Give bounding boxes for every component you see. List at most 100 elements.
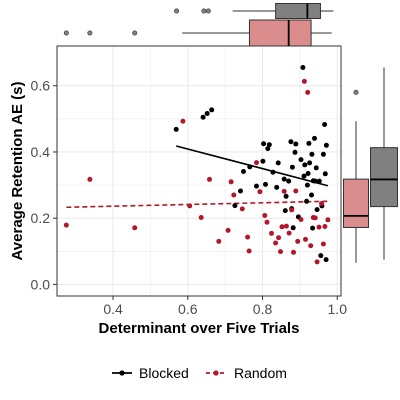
data-point-blocked: [200, 114, 206, 120]
data-point-blocked: [247, 164, 253, 170]
data-point-blocked: [312, 178, 318, 184]
data-point-random: [198, 215, 204, 220]
legend-label-random: Random: [234, 365, 287, 381]
outlier-random-x: [132, 30, 138, 36]
x-axis-title: Determinant over Five Trials: [99, 320, 300, 337]
outlier-random-y: [353, 89, 359, 95]
data-point-blocked: [282, 208, 288, 214]
data-point-blocked: [305, 171, 311, 176]
data-point-random: [262, 213, 268, 218]
data-point-blocked: [309, 192, 314, 198]
data-point-blocked: [289, 164, 295, 170]
legend-label-blocked: Blocked: [139, 365, 189, 381]
data-point-random: [254, 160, 259, 166]
legend: Blocked Random: [112, 365, 287, 381]
x-tick-label: 1.0: [328, 301, 348, 317]
data-point-random: [291, 249, 296, 255]
data-point-blocked: [265, 146, 271, 152]
data-point-blocked: [304, 198, 310, 204]
data-point-blocked: [323, 142, 329, 148]
y-tick-label: 0.0: [31, 276, 51, 292]
data-point-random: [132, 225, 138, 231]
data-point-blocked: [241, 169, 246, 174]
data-point-blocked: [318, 253, 324, 259]
data-points: [63, 65, 331, 265]
data-point-blocked: [281, 176, 287, 182]
box-blocked-y: [370, 147, 398, 208]
data-point-random: [289, 207, 295, 213]
data-point-random: [278, 249, 283, 255]
data-point-random: [269, 230, 274, 236]
data-point-random: [316, 224, 322, 230]
outlier-blocked-x: [205, 8, 211, 14]
y-tick-label: 0.6: [31, 78, 51, 94]
x-tick-label: 0.8: [253, 301, 273, 317]
data-point-random: [301, 78, 307, 84]
axis-ticks: 0.4 0.6 0.8 1.0 0.0 0.2 0.4 0.6: [31, 78, 348, 317]
data-point-blocked: [266, 142, 272, 148]
outlier-blocked-x: [201, 8, 207, 14]
data-point-blocked: [320, 151, 326, 157]
data-point-blocked: [314, 207, 320, 213]
data-point-blocked: [204, 111, 210, 116]
data-point-blocked: [301, 173, 307, 179]
box-blocked-x: [275, 3, 321, 19]
x-tick-label: 0.4: [103, 301, 123, 317]
x-marginal-boxplots: [63, 3, 334, 47]
box-random-x: [248, 19, 312, 47]
outlier-random-x: [63, 30, 69, 36]
data-point-blocked: [307, 160, 313, 166]
data-point-blocked: [309, 151, 315, 157]
data-point-blocked: [288, 139, 294, 145]
data-point-blocked: [274, 184, 280, 190]
data-point-random: [319, 201, 325, 207]
data-point-blocked: [316, 178, 322, 184]
data-point-random: [312, 215, 318, 221]
data-point-blocked: [238, 188, 243, 194]
data-point-blocked: [304, 182, 310, 188]
data-point-blocked: [293, 141, 299, 147]
data-point-random: [325, 217, 331, 223]
data-point-random: [308, 243, 314, 249]
data-point-blocked: [312, 135, 317, 141]
y-tick-label: 0.2: [31, 210, 51, 226]
legend-marker-blocked: [119, 370, 125, 376]
data-point-blocked: [261, 141, 267, 147]
data-point-blocked: [232, 203, 238, 209]
data-point-blocked: [290, 225, 296, 231]
box-random-y: [343, 178, 369, 228]
data-point-blocked: [310, 225, 316, 231]
y-marginal-boxplots: [343, 67, 398, 263]
outlier-random-x: [87, 30, 93, 36]
data-point-random: [245, 234, 251, 240]
data-point-random: [286, 230, 292, 236]
data-point-random: [293, 188, 299, 194]
data-point-random: [264, 219, 270, 225]
data-point-random: [276, 235, 282, 241]
trend-line-random: [66, 200, 328, 209]
data-point-blocked: [263, 181, 268, 187]
data-point-blocked: [283, 193, 289, 199]
data-point-blocked: [302, 162, 308, 168]
data-point-random: [257, 189, 263, 195]
data-point-random: [305, 89, 311, 95]
data-point-blocked: [254, 183, 259, 189]
data-point-random: [314, 259, 320, 265]
data-point-random: [322, 224, 328, 229]
data-point-random: [63, 222, 69, 228]
data-point-blocked: [292, 149, 298, 155]
data-point-blocked: [306, 140, 312, 146]
data-point-random: [246, 248, 252, 254]
data-point-blocked: [323, 257, 329, 263]
data-point-random: [207, 176, 212, 182]
data-point-random: [303, 236, 308, 242]
data-point-random: [298, 217, 304, 222]
data-point-random: [187, 203, 193, 209]
data-point-blocked: [270, 169, 276, 175]
legend-marker-random: [213, 370, 219, 376]
data-point-random: [216, 238, 222, 244]
data-point-random: [239, 206, 245, 212]
data-point-blocked: [173, 126, 179, 132]
